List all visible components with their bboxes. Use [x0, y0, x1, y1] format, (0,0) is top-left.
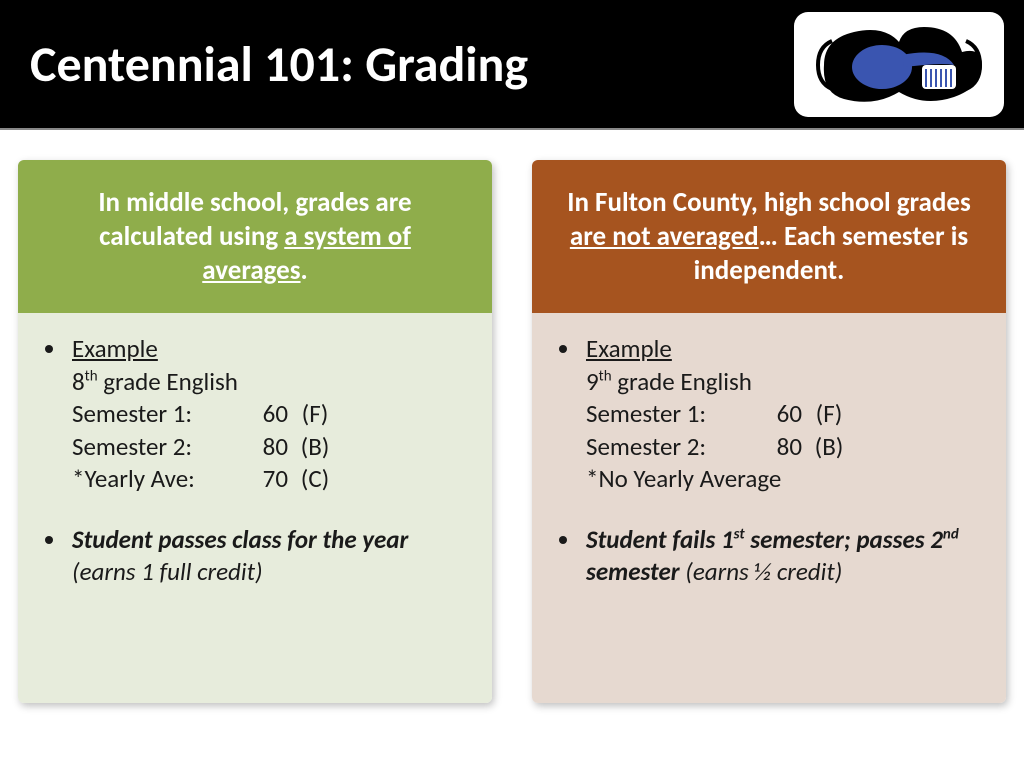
grade-row-1: Semester 1:60(F): [72, 398, 342, 431]
card-high-school: In Fulton County, high school grades are…: [532, 160, 1006, 703]
grade-row-2: Semester 2:80(B): [72, 431, 342, 464]
course-line: 8th grade English: [72, 366, 238, 397]
outcome-left: Student passes class for the year (earns…: [68, 524, 468, 589]
card-body-left: Example 8th grade English Semester 1:60(…: [18, 313, 492, 703]
example-block: Example 9th grade English Semester 1:60(…: [582, 333, 982, 496]
outcome-right: Student fails 1st semester; passes 2nd s…: [582, 524, 982, 589]
card-header-right: In Fulton County, high school grades are…: [532, 160, 1006, 313]
example-label: Example: [72, 333, 158, 364]
example-block: Example 8th grade English Semester 1:60(…: [68, 333, 468, 496]
card-header-text: In middle school, grades are calculated …: [98, 186, 411, 287]
no-average-line: *No Yearly Average: [586, 463, 781, 494]
header-bar: Centennial 101: Grading: [0, 0, 1024, 130]
page-title: Centennial 101: Grading: [30, 34, 528, 95]
grade-row-1: Semester 1:60(F): [586, 398, 856, 431]
course-line: 9th grade English: [586, 366, 752, 397]
card-header-text: In Fulton County, high school grades are…: [567, 186, 970, 287]
grade-row-2: Semester 2:80(B): [586, 431, 856, 464]
content-row: In middle school, grades are calculated …: [0, 130, 1024, 703]
example-label: Example: [586, 333, 672, 364]
card-middle-school: In middle school, grades are calculated …: [18, 160, 492, 703]
grade-row-3: *Yearly Ave:70(C): [72, 463, 342, 496]
card-body-right: Example 9th grade English Semester 1:60(…: [532, 313, 1006, 703]
knight-logo-icon: [804, 17, 994, 112]
school-logo: [794, 12, 1004, 117]
card-header-left: In middle school, grades are calculated …: [18, 160, 492, 313]
